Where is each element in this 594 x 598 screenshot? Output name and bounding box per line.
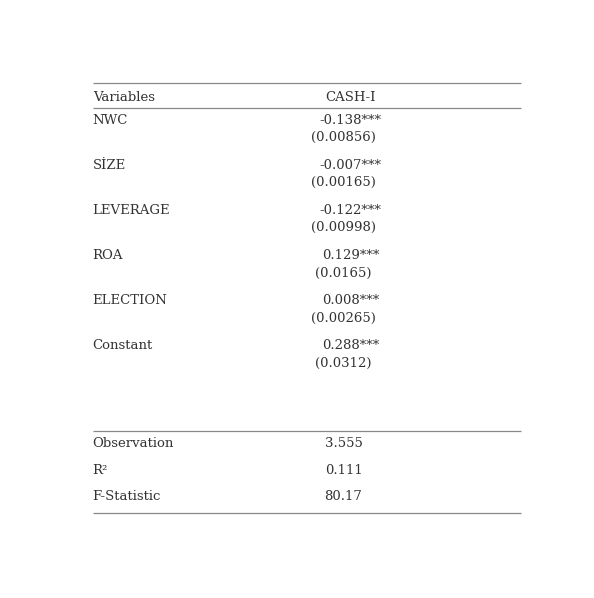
Text: 3.555: 3.555 [324,437,362,450]
Text: 0.288***: 0.288*** [322,339,379,352]
Text: NWC: NWC [93,114,128,127]
Text: Observation: Observation [93,437,174,450]
Text: 0.008***: 0.008*** [322,294,379,307]
Text: Variables: Variables [93,90,154,103]
Text: LEVERAGE: LEVERAGE [93,204,170,217]
Text: (0.00998): (0.00998) [311,221,376,234]
Text: SİZE: SİZE [93,158,126,172]
Text: 80.17: 80.17 [324,490,362,504]
Text: F-Statistic: F-Statistic [93,490,161,504]
Text: (0.00165): (0.00165) [311,176,376,189]
Text: 0.111: 0.111 [325,463,362,477]
Text: ROA: ROA [93,249,123,262]
Text: -0.007***: -0.007*** [320,158,381,172]
Text: ELECTION: ELECTION [93,294,168,307]
Text: -0.122***: -0.122*** [320,204,381,217]
Text: 0.129***: 0.129*** [322,249,379,262]
Text: (0.00856): (0.00856) [311,131,376,144]
Text: -0.138***: -0.138*** [320,114,381,127]
Text: CASH-I: CASH-I [325,90,376,103]
Text: (0.0312): (0.0312) [315,357,372,370]
Text: (0.00265): (0.00265) [311,312,376,325]
Text: (0.0165): (0.0165) [315,267,372,279]
Text: R²: R² [93,463,108,477]
Text: Constant: Constant [93,339,153,352]
